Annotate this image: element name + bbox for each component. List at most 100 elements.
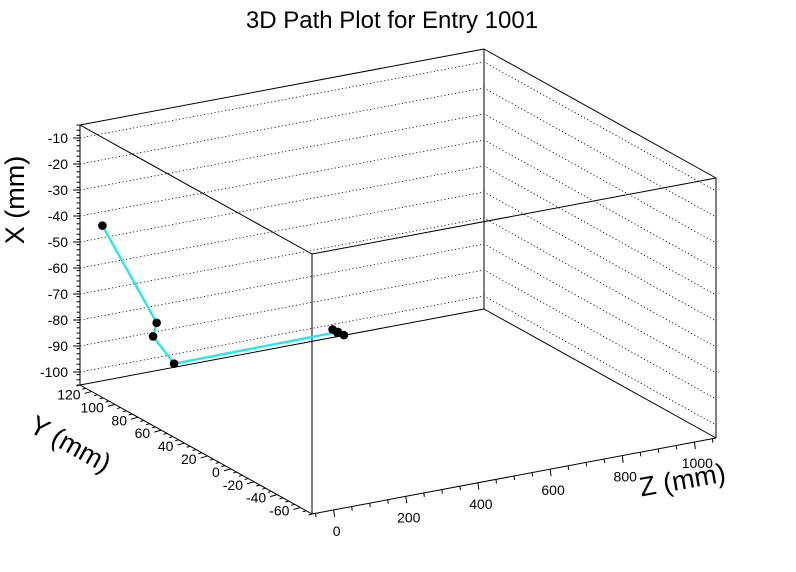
box-edge xyxy=(483,308,717,439)
tick-label-z: 0 xyxy=(333,523,341,539)
minor-tick-y xyxy=(279,497,284,500)
grid-line xyxy=(79,243,717,374)
data-point xyxy=(98,221,107,230)
tick-label-y: 80 xyxy=(111,412,127,428)
minor-tick-z xyxy=(423,492,425,498)
tick-mark-y xyxy=(107,403,115,407)
path-line xyxy=(101,225,346,365)
box-edge xyxy=(79,48,485,126)
minor-tick-z xyxy=(711,438,714,443)
data-point xyxy=(339,330,349,340)
minor-tick-z xyxy=(639,452,642,457)
minor-tick-y xyxy=(221,465,226,468)
minor-tick-y xyxy=(290,503,295,506)
minor-tick-y xyxy=(145,423,150,426)
tick-label-x: -100 xyxy=(40,364,68,380)
tick-label-y: 120 xyxy=(57,386,81,402)
minor-tick-y xyxy=(174,439,179,442)
tick-label-y: 20 xyxy=(181,451,197,467)
minor-tick-y xyxy=(151,426,156,429)
grid-line xyxy=(79,61,717,192)
tick-mark-y xyxy=(270,494,278,498)
minor-tick-y xyxy=(256,484,260,487)
minor-tick-y xyxy=(99,397,104,400)
minor-tick-y xyxy=(215,461,220,464)
tick-mark-y xyxy=(130,416,139,420)
tick-mark-z xyxy=(549,469,552,477)
minor-tick-z xyxy=(513,475,515,481)
z-axis-title: Z (mm) xyxy=(637,458,728,503)
grid-lines xyxy=(79,61,717,426)
grid-line xyxy=(79,217,717,348)
tick-mark-y xyxy=(154,429,162,433)
minor-tick-y xyxy=(192,449,197,451)
minor-tick-y xyxy=(232,471,237,474)
minor-tick-z xyxy=(657,448,660,453)
grid-line xyxy=(79,139,717,270)
box-edge xyxy=(483,48,717,179)
tick-label-x: -40 xyxy=(48,208,68,224)
minor-tick-z xyxy=(585,462,588,467)
tick-label-x: -50 xyxy=(48,234,68,250)
tick-mark-z xyxy=(405,496,408,504)
box-edge xyxy=(79,124,313,255)
tick-label-x: -10 xyxy=(48,130,68,146)
minor-tick-y xyxy=(122,410,127,413)
tick-label-x: -80 xyxy=(48,312,68,328)
tick-mark-y xyxy=(84,390,92,394)
minor-tick-z xyxy=(603,458,606,464)
tick-label-z: 400 xyxy=(469,496,493,512)
tick-mark-z xyxy=(333,509,336,517)
y-axis-title: Y (mm) xyxy=(25,410,117,479)
grid-line xyxy=(79,269,717,400)
minor-tick-z xyxy=(387,499,389,504)
minor-tick-z xyxy=(495,479,497,484)
minor-tick-y xyxy=(244,478,249,481)
tick-marks xyxy=(73,124,714,518)
box-edge xyxy=(311,177,717,255)
minor-tick-y xyxy=(209,458,214,461)
tick-label-y: 60 xyxy=(135,425,151,441)
tick-label-y: 40 xyxy=(158,438,174,454)
tick-label-y: 0 xyxy=(212,464,220,480)
minor-tick-y xyxy=(76,384,81,387)
tick-label-y: -40 xyxy=(246,490,266,506)
path-points xyxy=(98,221,349,368)
minor-tick-z xyxy=(441,489,443,494)
minor-tick-y xyxy=(302,510,307,513)
tick-label-x: -20 xyxy=(48,156,68,172)
tick-mark-y xyxy=(177,442,185,446)
tick-mark-z xyxy=(477,482,480,490)
minor-tick-y xyxy=(238,474,243,477)
tick-mark-z xyxy=(693,442,696,450)
grid-line xyxy=(79,165,717,296)
minor-tick-y xyxy=(198,452,202,455)
grid-line xyxy=(79,87,717,218)
minor-tick-y xyxy=(163,432,168,435)
tick-label-x: -70 xyxy=(48,286,68,302)
x-axis-title: X (mm) xyxy=(0,156,30,244)
minor-tick-y xyxy=(93,394,98,397)
minor-tick-y xyxy=(105,400,110,403)
tick-mark-y xyxy=(293,507,301,511)
tick-mark-y xyxy=(223,468,231,472)
minor-tick-y xyxy=(128,413,133,416)
minor-tick-z xyxy=(315,513,317,518)
minor-tick-z xyxy=(531,472,534,477)
tick-label-y: -20 xyxy=(223,477,243,493)
minor-tick-z xyxy=(459,486,461,491)
tick-label-y: 100 xyxy=(80,399,104,415)
tick-mark-y xyxy=(200,455,208,459)
tick-mark-y xyxy=(246,481,255,485)
minor-tick-y xyxy=(169,436,173,439)
tick-label-x: -90 xyxy=(48,338,68,354)
grid-line xyxy=(79,295,717,426)
minor-tick-z xyxy=(675,445,678,450)
box-edge xyxy=(79,308,485,386)
data-point xyxy=(152,318,161,328)
minor-tick-y xyxy=(285,500,289,503)
data-point xyxy=(328,325,337,334)
minor-tick-z xyxy=(567,465,570,470)
tick-mark-z xyxy=(621,455,624,463)
tick-label-z: 1000 xyxy=(682,455,713,471)
